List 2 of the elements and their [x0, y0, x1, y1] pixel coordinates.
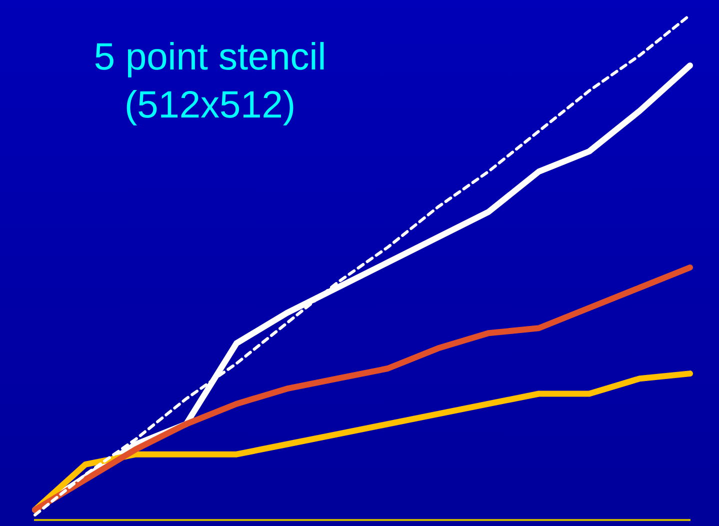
text: (512x512)	[124, 84, 296, 126]
text: 5 point stencil	[94, 36, 326, 78]
